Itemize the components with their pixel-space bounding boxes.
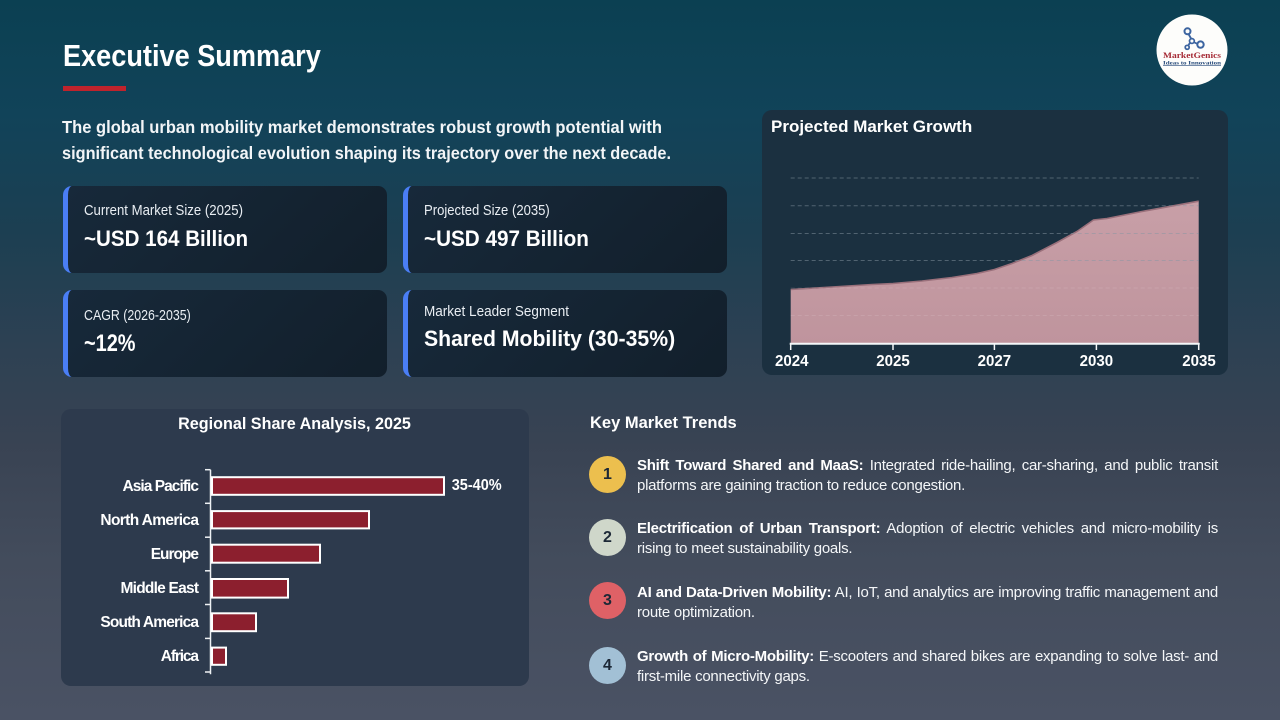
- svg-text:2035: 2035: [1182, 353, 1216, 370]
- svg-text:South America: South America: [100, 614, 199, 631]
- svg-text:Middle East: Middle East: [121, 580, 200, 597]
- svg-text:Ideas to Innovation: Ideas to Innovation: [1163, 61, 1221, 67]
- svg-text:35-40%: 35-40%: [452, 477, 502, 494]
- svg-text:2030: 2030: [1080, 353, 1114, 370]
- svg-text:Europe: Europe: [151, 546, 200, 563]
- svg-text:MarketGenics: MarketGenics: [1163, 50, 1222, 60]
- svg-text:2025: 2025: [876, 353, 910, 370]
- svg-text:North America: North America: [100, 512, 199, 529]
- svg-text:2027: 2027: [978, 353, 1012, 370]
- svg-text:2024: 2024: [775, 353, 809, 370]
- svg-text:Asia Pacific: Asia Pacific: [123, 478, 200, 495]
- svg-text:Africa: Africa: [161, 648, 200, 665]
